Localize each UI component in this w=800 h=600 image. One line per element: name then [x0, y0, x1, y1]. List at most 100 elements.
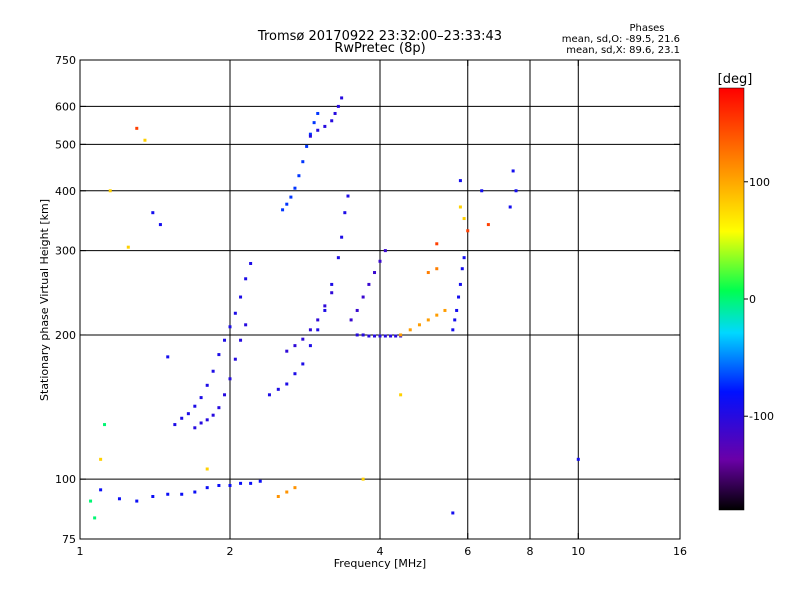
data-point [462, 256, 466, 260]
colorbar-tick-label: 100 [749, 176, 770, 189]
data-point [293, 186, 297, 190]
data-point [361, 477, 365, 481]
grid-lines [80, 60, 680, 539]
data-point [355, 308, 359, 312]
data-point [223, 393, 227, 397]
data-point [316, 318, 320, 322]
data-point [285, 349, 289, 353]
data-point [435, 313, 439, 317]
data-point [323, 304, 327, 308]
data-point [249, 481, 253, 485]
data-point [186, 412, 190, 416]
axes: 1 2 4 6 8 10 16 75 100 200 300 400 500 600 750 [55, 54, 687, 558]
y-tick-label: 75 [62, 533, 76, 546]
data-point [343, 211, 347, 215]
data-point [135, 499, 139, 503]
data-point [99, 457, 103, 461]
data-point [99, 488, 103, 492]
colorbar-label: [deg] [718, 72, 753, 87]
data-point [217, 353, 221, 357]
y-tick-label: 200 [55, 329, 76, 342]
data-point [361, 333, 365, 337]
data-point [249, 261, 253, 265]
data-point [367, 334, 371, 338]
data-point [151, 494, 155, 498]
data-point [117, 497, 121, 501]
data-point [453, 318, 457, 322]
x-tick-label: 10 [571, 545, 585, 558]
stats-line-o: mean, sd,O: -89.5, 21.6 [562, 34, 680, 45]
data-point [93, 516, 97, 520]
data-point [267, 393, 271, 397]
data-point [480, 189, 484, 193]
data-point [199, 421, 203, 425]
data-point [378, 334, 382, 338]
data-point [293, 486, 297, 490]
y-tick-label: 100 [55, 473, 76, 486]
data-point [316, 111, 320, 115]
data-point [223, 338, 227, 342]
data-point [308, 132, 312, 136]
data-point [378, 259, 382, 263]
data-point [285, 382, 289, 386]
data-point [276, 387, 280, 391]
data-point [285, 202, 289, 206]
data-point [576, 457, 580, 461]
data-points [89, 96, 580, 520]
data-point [458, 205, 462, 209]
data-point [166, 355, 170, 359]
data-point [349, 318, 353, 322]
data-point [205, 486, 209, 490]
data-point [455, 308, 459, 312]
data-point [426, 318, 430, 322]
data-point [373, 271, 377, 275]
data-point [103, 423, 107, 427]
data-point [301, 337, 305, 341]
data-point [330, 282, 334, 286]
data-point [205, 383, 209, 387]
data-point [330, 119, 334, 123]
y-tick-label: 300 [55, 245, 76, 258]
data-point [173, 423, 177, 427]
colorbar-tick-label: -100 [749, 410, 774, 423]
data-point [289, 195, 293, 199]
data-point [158, 223, 162, 227]
data-point [211, 369, 215, 373]
colorbar-ticks: 100 0 -100 [744, 176, 774, 423]
data-point [233, 357, 237, 361]
data-point [205, 418, 209, 422]
data-point [417, 323, 421, 327]
data-point [312, 121, 316, 125]
y-tick-label: 600 [55, 100, 76, 113]
data-point [336, 256, 340, 260]
data-point [135, 126, 139, 130]
data-point [211, 413, 215, 417]
data-point [239, 481, 243, 485]
x-tick-label: 4 [377, 545, 384, 558]
data-point [308, 344, 312, 348]
data-point [457, 295, 461, 299]
data-point [486, 223, 490, 227]
data-point [301, 362, 305, 366]
data-point [217, 483, 221, 487]
data-point [217, 406, 221, 410]
data-point [193, 490, 197, 494]
data-point [355, 333, 359, 337]
data-point [244, 277, 248, 281]
data-point [466, 229, 470, 233]
data-point [389, 334, 393, 338]
data-point [239, 338, 243, 342]
data-point [305, 144, 309, 148]
y-tick-label: 750 [55, 54, 76, 67]
data-point [333, 111, 337, 115]
data-point [460, 267, 464, 271]
data-point [316, 328, 320, 332]
y-tick-label: 400 [55, 185, 76, 198]
data-point [330, 291, 334, 295]
data-point [323, 308, 327, 312]
data-point [180, 416, 184, 420]
data-point [408, 328, 412, 332]
data-point [508, 205, 512, 209]
data-point [297, 174, 301, 178]
data-point [180, 492, 184, 496]
